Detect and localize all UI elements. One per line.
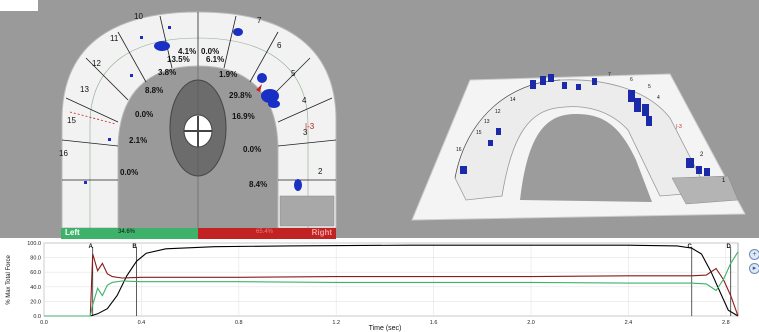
force-percent: 8.4% bbox=[249, 180, 268, 189]
tooth-number: 6 bbox=[277, 41, 282, 50]
3d-tooth-number: 2 bbox=[700, 152, 704, 158]
force-percent: 8.8% bbox=[145, 86, 164, 95]
series-line-2 bbox=[44, 251, 739, 317]
y-tick-label: 0.0 bbox=[33, 314, 41, 320]
3d-contact-points bbox=[460, 74, 710, 176]
marker-label: |-3 bbox=[305, 122, 315, 131]
chart-grid bbox=[43, 242, 738, 317]
chart-y-label: % Max Total Force bbox=[6, 255, 12, 305]
plus-icon[interactable]: + bbox=[749, 249, 759, 260]
series-line-1 bbox=[44, 253, 739, 317]
tooth-number: 12 bbox=[92, 59, 101, 68]
tooth-number: 15 bbox=[67, 116, 76, 125]
chart-plot-area bbox=[43, 242, 739, 317]
force-percent: 1.9% bbox=[219, 70, 238, 79]
event-marker-label: C bbox=[688, 244, 693, 250]
tooth-number: 5 bbox=[291, 69, 296, 78]
force-percent: 0.0% bbox=[201, 47, 220, 56]
tooth-number: 16 bbox=[59, 149, 68, 158]
force-percent: 29.8% bbox=[229, 91, 252, 100]
3d-tooth-number: 4 bbox=[657, 95, 660, 101]
series-line-0 bbox=[44, 244, 739, 317]
left-label: Left bbox=[65, 228, 80, 237]
force-percent: 0.0% bbox=[135, 110, 154, 119]
tooth-number: 4 bbox=[302, 96, 307, 105]
3d-tooth-number: 12 bbox=[495, 109, 501, 115]
force-arrow bbox=[256, 84, 262, 92]
left-value: 34.6% bbox=[118, 229, 136, 235]
left-balance-bar: Left 34.6% bbox=[61, 228, 198, 239]
right-value: 65.4% bbox=[256, 229, 274, 235]
force-percent: 2.1% bbox=[129, 136, 148, 145]
force-percent: 4.1% bbox=[178, 47, 197, 56]
tooth-number: 10 bbox=[134, 12, 143, 21]
x-tick-label: 2.8 bbox=[722, 320, 730, 326]
right-balance-bar: 65.4% Right bbox=[198, 228, 336, 239]
force-time-chart[interactable]: A B C D 0.0 20.0 40.0 60.0 80.0 100.0 0.0 0.4 0.8 1.… bbox=[0, 240, 759, 332]
x-tick-label: 2.0 bbox=[527, 320, 535, 326]
x-tick-label: 2.4 bbox=[625, 320, 633, 326]
3d-tooth-number: 6 bbox=[630, 77, 633, 83]
y-tick-label: 60.0 bbox=[30, 270, 41, 276]
chart-x-label: Time (sec) bbox=[369, 325, 402, 332]
molar-region bbox=[279, 195, 335, 227]
play-icon[interactable]: ▸ bbox=[749, 263, 759, 274]
event-marker-label: A bbox=[89, 244, 94, 250]
dental-arch bbox=[61, 11, 337, 229]
3d-palate bbox=[520, 114, 652, 202]
view-3d-panel[interactable] bbox=[0, 0, 759, 238]
tooth-number: 3 bbox=[303, 128, 308, 137]
event-marker-label: D bbox=[727, 244, 732, 250]
3d-tooth-number: 15 bbox=[476, 130, 482, 136]
right-label: Right bbox=[311, 228, 332, 237]
3d-tooth-number: 14 bbox=[510, 97, 516, 103]
x-tick-label: 0.8 bbox=[235, 320, 243, 326]
y-tick-label: 100.0 bbox=[27, 241, 41, 247]
3d-molar-region bbox=[671, 175, 739, 205]
x-tick-label: 1.2 bbox=[332, 320, 340, 326]
force-percent: 0.0% bbox=[243, 145, 262, 154]
3d-tooth-number: 1 bbox=[722, 178, 726, 184]
x-tick-label: 0.0 bbox=[40, 320, 48, 326]
occlusal-arch-map[interactable] bbox=[0, 0, 400, 238]
chart-ticks: 0.0 20.0 40.0 60.0 80.0 100.0 0.0 0.4 0.8 1.2 1.6 2… bbox=[27, 241, 729, 326]
tooth-number: 7 bbox=[257, 16, 262, 25]
tooth-number: 2 bbox=[318, 167, 323, 176]
force-percent: 6.1% bbox=[206, 55, 225, 64]
3d-tooth-number: 7 bbox=[608, 72, 611, 78]
tooth-number: 11 bbox=[110, 34, 119, 43]
event-marker-label: B bbox=[132, 244, 137, 250]
force-percent: 16.9% bbox=[232, 112, 255, 121]
y-tick-label: 40.0 bbox=[30, 285, 41, 291]
force-percent: 13.5% bbox=[167, 55, 190, 64]
chart-series bbox=[44, 244, 739, 317]
corner-tab bbox=[0, 0, 38, 11]
3d-tooth-number: 5 bbox=[648, 84, 651, 90]
3d-tooth-number: 16 bbox=[456, 147, 462, 153]
force-percent: 0.0% bbox=[120, 168, 139, 177]
x-tick-label: 1.6 bbox=[430, 320, 438, 326]
x-tick-label: 0.4 bbox=[138, 320, 146, 326]
y-tick-label: 20.0 bbox=[30, 299, 41, 305]
y-tick-label: 80.0 bbox=[30, 256, 41, 262]
contact-points bbox=[84, 26, 302, 191]
force-percent: 3.8% bbox=[158, 68, 177, 77]
3d-tooth-number: 13 bbox=[484, 119, 490, 125]
3d-marker-label: |-3 bbox=[676, 124, 682, 130]
tooth-number: 13 bbox=[80, 85, 89, 94]
